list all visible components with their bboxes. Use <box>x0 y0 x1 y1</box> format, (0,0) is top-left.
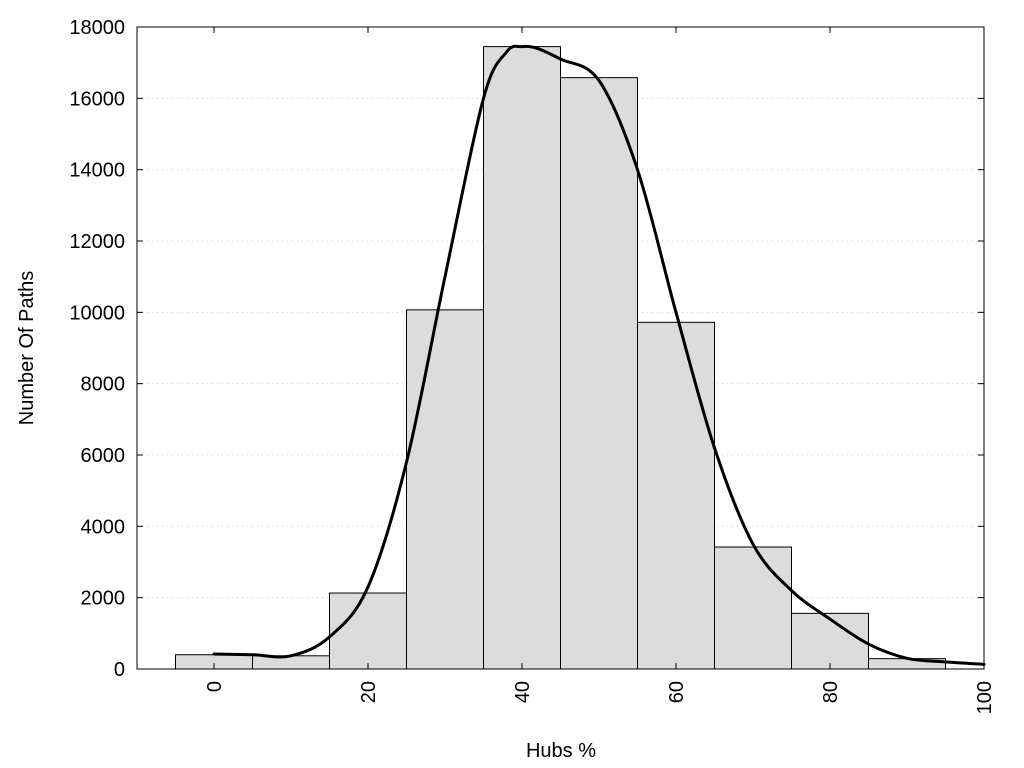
y-tick-label: 18000 <box>69 17 125 39</box>
y-axis-label: Number Of Paths <box>16 271 38 426</box>
histogram-bar <box>560 77 638 670</box>
histogram-bar <box>252 655 330 670</box>
x-axis-ticks: 0 20 40 60 80 100 <box>204 27 996 714</box>
histogram-bar <box>714 546 792 670</box>
x-tick-label: 60 <box>666 681 688 703</box>
plot-frame <box>136 26 985 670</box>
y-tick-label: 8000 <box>81 374 126 396</box>
y-tick-label: 14000 <box>69 160 125 182</box>
density-curve-group <box>212 44 986 666</box>
grid-lines <box>137 97 984 599</box>
y-tick-label: 6000 <box>81 445 126 467</box>
x-tick-label: 40 <box>512 681 534 703</box>
y-tick-label: 12000 <box>69 231 125 253</box>
x-tick-label: 0 <box>204 681 226 692</box>
bars <box>175 46 946 670</box>
histogram-bar <box>483 46 561 670</box>
y-tick-label: 4000 <box>81 516 126 538</box>
density-curve <box>212 44 986 666</box>
histogram-bar <box>637 321 715 670</box>
x-axis-label: Hubs % <box>526 740 596 762</box>
y-tick-label: 10000 <box>69 302 125 324</box>
histogram-bar <box>406 309 484 670</box>
histogram-bar <box>329 592 407 670</box>
y-axis-ticks: 0 2000 4000 6000 8000 10000 12000 14000 16000 180… <box>69 17 984 681</box>
y-tick-label: 0 <box>114 659 125 681</box>
x-tick-label: 100 <box>974 681 996 714</box>
histogram-bar <box>791 612 869 670</box>
y-tick-label: 2000 <box>81 588 126 610</box>
x-tick-label: 80 <box>820 681 842 703</box>
y-tick-label: 16000 <box>69 88 125 110</box>
x-tick-label: 20 <box>358 681 380 703</box>
